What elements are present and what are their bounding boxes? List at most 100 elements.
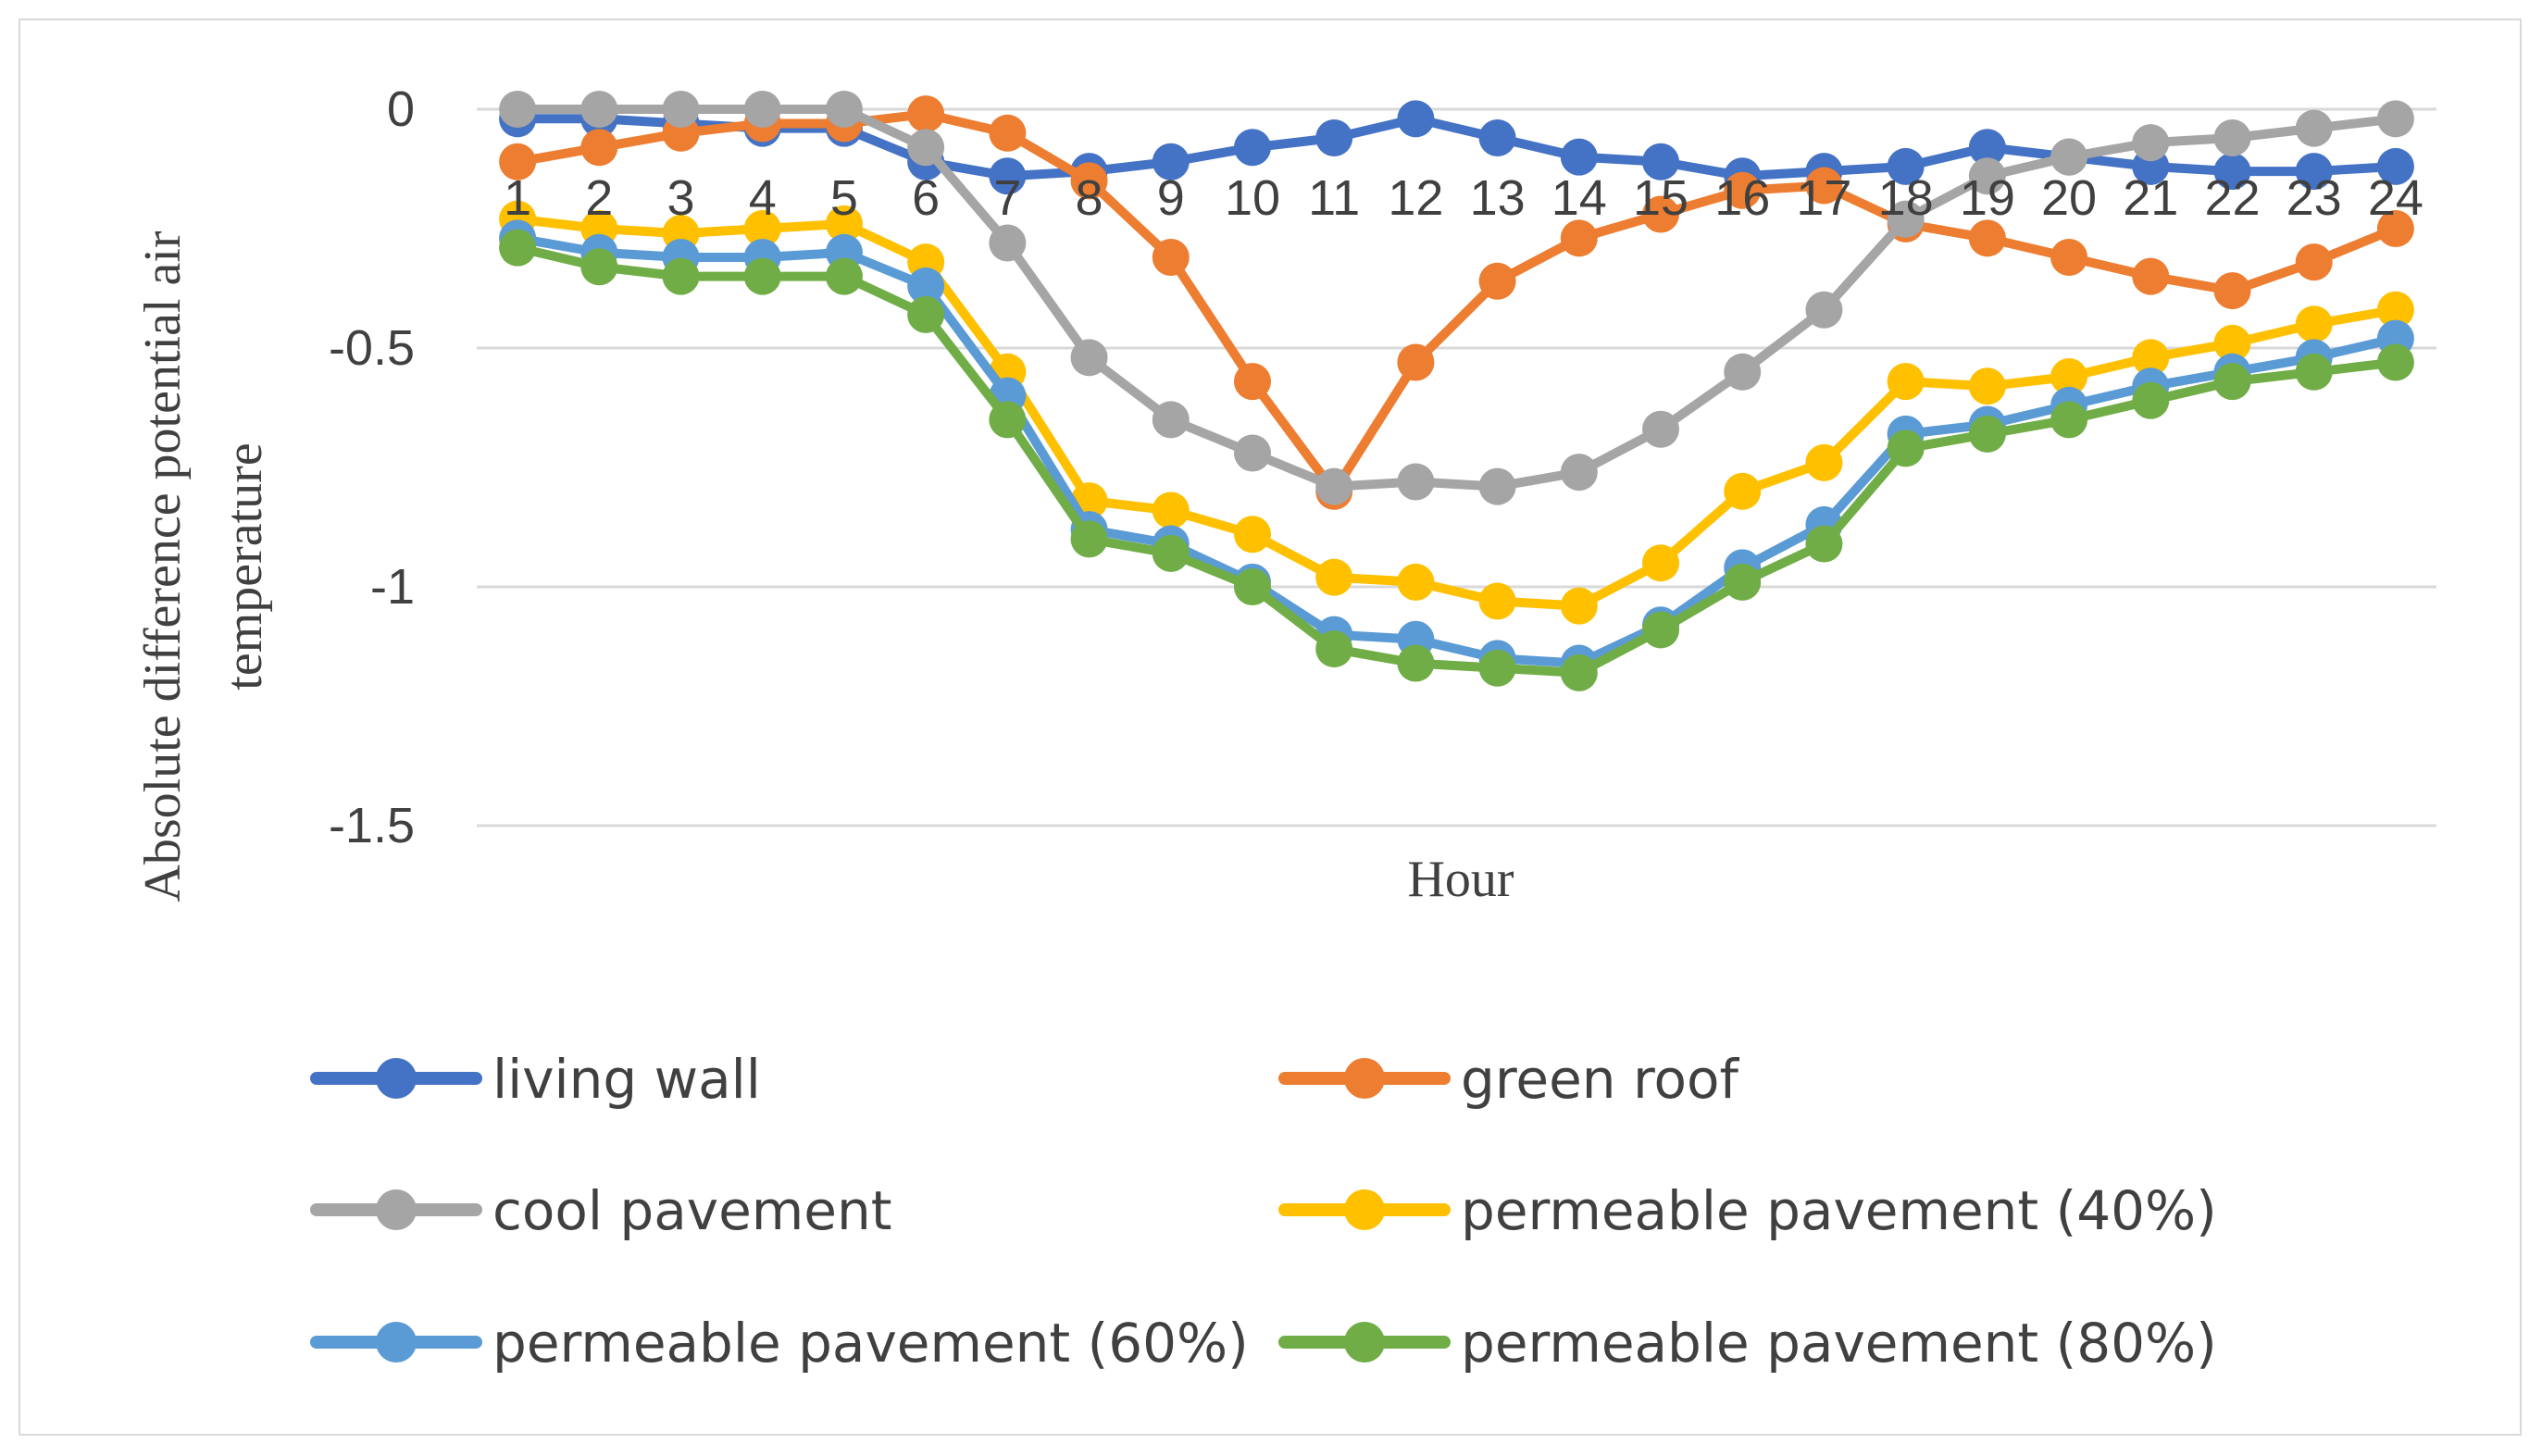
data-point xyxy=(2295,243,2333,281)
data-point xyxy=(2050,138,2088,176)
y-axis-title-line-2: temperature xyxy=(216,442,273,690)
data-point xyxy=(2213,272,2251,310)
data-point xyxy=(662,91,700,128)
data-point xyxy=(1070,339,1108,377)
series-line xyxy=(513,243,2400,678)
data-point xyxy=(1070,520,1108,558)
data-point xyxy=(2132,381,2170,419)
x-tick-label: 9 xyxy=(1157,170,1185,226)
legend-item: green roof xyxy=(1278,1048,1739,1111)
y-tick-label: -0.5 xyxy=(329,320,415,376)
series-line xyxy=(513,233,2400,668)
data-point xyxy=(2213,324,2251,362)
legend-label: green roof xyxy=(1461,1048,1739,1111)
data-point xyxy=(1478,582,1516,620)
legend-swatch-marker xyxy=(1344,1322,1385,1363)
data-point xyxy=(907,129,945,167)
data-point xyxy=(662,257,700,295)
x-tick-label: 5 xyxy=(830,170,858,226)
data-point xyxy=(989,157,1027,195)
data-point xyxy=(2050,357,2088,395)
data-point xyxy=(2295,109,2333,147)
x-axis-ticks: 1 2 3 4 5 6 7 8 9 10 11 12 13 14 15 16 17 18 19 20 21 22 23 24 xyxy=(504,170,2424,226)
x-tick-label: 22 xyxy=(2204,170,2260,226)
data-point xyxy=(1887,429,1925,467)
x-tick-label: 1 xyxy=(504,170,531,226)
data-point xyxy=(1805,443,1843,481)
legend-label: permeable pavement (60%) xyxy=(492,1312,1249,1375)
series-permeable-pavement-80- xyxy=(499,229,2414,691)
x-tick-label: 16 xyxy=(1714,170,1770,226)
y-tick-label: -1.5 xyxy=(329,798,415,853)
data-point xyxy=(2132,124,2170,162)
legend-label: permeable pavement (80%) xyxy=(1461,1312,2217,1375)
x-tick-label: 13 xyxy=(1470,170,1526,226)
data-point xyxy=(1805,167,1843,205)
data-point xyxy=(1233,516,1271,554)
legend-label: living wall xyxy=(492,1048,761,1111)
data-point xyxy=(1724,353,1762,391)
legend-item: permeable pavement (60%) xyxy=(310,1312,1249,1375)
data-point xyxy=(580,129,618,167)
data-point xyxy=(1478,118,1516,156)
data-point xyxy=(1887,200,1925,238)
data-point xyxy=(580,91,618,128)
data-point xyxy=(1560,454,1598,492)
x-tick-label: 15 xyxy=(1633,170,1688,226)
data-point xyxy=(2050,401,2088,439)
data-point xyxy=(1724,171,1762,209)
series-permeable-pavement-40- xyxy=(499,200,2414,625)
data-point xyxy=(1152,238,1190,276)
x-tick-label: 4 xyxy=(749,170,777,226)
x-tick-label: 17 xyxy=(1796,170,1851,226)
data-point xyxy=(1315,467,1353,505)
data-point xyxy=(743,257,781,295)
data-point xyxy=(1887,147,1925,185)
data-point xyxy=(580,248,618,286)
chart-frame xyxy=(19,19,2522,1436)
data-point xyxy=(825,257,863,295)
data-point xyxy=(825,91,863,128)
data-point xyxy=(989,114,1027,152)
data-point xyxy=(2132,257,2170,295)
data-point xyxy=(1887,363,1925,401)
data-point xyxy=(989,401,1027,439)
data-point xyxy=(1724,472,1762,510)
data-point xyxy=(1397,100,1435,138)
x-tick-label: 6 xyxy=(912,170,940,226)
legend-swatch-marker xyxy=(1344,1189,1385,1230)
legend-swatch-marker xyxy=(376,1322,417,1363)
data-point xyxy=(1478,262,1516,300)
data-point xyxy=(1724,563,1762,601)
data-point xyxy=(2376,147,2414,185)
legend-item: living wall xyxy=(310,1048,761,1111)
x-tick-label: 8 xyxy=(1076,170,1103,226)
data-point xyxy=(1397,563,1435,601)
legend: living wall green roof cool pavement permea… xyxy=(310,1048,2217,1375)
legend-label: permeable pavement (40%) xyxy=(1461,1179,2217,1242)
legend-label: cool pavement xyxy=(492,1179,891,1242)
data-point xyxy=(1233,129,1271,167)
series-green-roof xyxy=(499,95,2414,510)
x-tick-label: 12 xyxy=(1388,170,1443,226)
data-point xyxy=(1968,415,2006,453)
x-tick-label: 2 xyxy=(585,170,613,226)
legend-swatch-marker xyxy=(1344,1058,1385,1099)
legend-item: permeable pavement (80%) xyxy=(1278,1312,2217,1375)
data-point xyxy=(825,205,863,243)
data-point xyxy=(1070,162,1108,200)
data-point xyxy=(1397,463,1435,501)
x-tick-label: 10 xyxy=(1225,170,1280,226)
data-point xyxy=(499,91,537,128)
data-point xyxy=(1397,644,1435,682)
data-point xyxy=(1642,143,1680,180)
data-point xyxy=(1233,568,1271,605)
legend-item: permeable pavement (40%) xyxy=(1278,1179,2217,1242)
data-point xyxy=(1315,558,1353,596)
data-point xyxy=(1233,363,1271,401)
x-tick-label: 19 xyxy=(1960,170,2015,226)
data-point xyxy=(1560,138,1598,176)
data-point xyxy=(989,224,1027,262)
data-point xyxy=(2295,305,2333,343)
x-tick-label: 11 xyxy=(1308,170,1360,226)
